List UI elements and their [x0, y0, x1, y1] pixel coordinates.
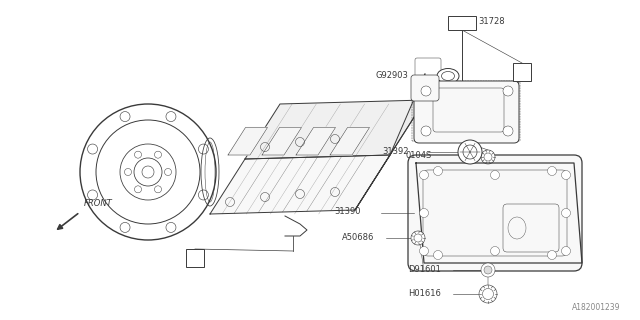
- Circle shape: [419, 246, 429, 255]
- FancyBboxPatch shape: [411, 75, 439, 101]
- Bar: [186, 249, 204, 267]
- Circle shape: [503, 126, 513, 136]
- Circle shape: [481, 150, 495, 164]
- Text: A50686: A50686: [342, 233, 374, 242]
- Polygon shape: [245, 100, 425, 159]
- Circle shape: [561, 209, 570, 218]
- Text: A: A: [191, 253, 198, 262]
- Circle shape: [503, 86, 513, 96]
- Circle shape: [561, 246, 570, 255]
- Circle shape: [490, 246, 499, 255]
- Circle shape: [411, 231, 425, 245]
- Polygon shape: [296, 127, 335, 155]
- Text: 31390: 31390: [334, 207, 360, 217]
- Text: H01616: H01616: [408, 289, 441, 298]
- Circle shape: [484, 266, 492, 274]
- Ellipse shape: [437, 68, 459, 84]
- Circle shape: [547, 251, 557, 260]
- Bar: [513, 63, 531, 81]
- Circle shape: [433, 251, 442, 260]
- Polygon shape: [355, 74, 425, 210]
- Circle shape: [458, 140, 482, 164]
- Circle shape: [479, 285, 497, 303]
- FancyBboxPatch shape: [408, 155, 582, 271]
- Ellipse shape: [442, 71, 454, 81]
- Circle shape: [433, 166, 442, 175]
- Circle shape: [481, 263, 495, 277]
- Circle shape: [419, 171, 429, 180]
- Polygon shape: [330, 127, 369, 155]
- Text: A: A: [519, 68, 525, 76]
- Circle shape: [421, 126, 431, 136]
- Text: A182001239: A182001239: [572, 303, 620, 312]
- Bar: [412, 81, 520, 141]
- Text: G92903: G92903: [376, 70, 409, 79]
- Circle shape: [561, 171, 570, 180]
- Polygon shape: [210, 155, 390, 214]
- Text: 0104S: 0104S: [406, 151, 432, 161]
- Bar: [448, 16, 476, 30]
- Polygon shape: [228, 127, 268, 155]
- Circle shape: [490, 171, 499, 180]
- Text: D91601: D91601: [408, 265, 441, 274]
- Circle shape: [421, 86, 431, 96]
- Polygon shape: [262, 127, 301, 155]
- Polygon shape: [416, 163, 582, 263]
- FancyBboxPatch shape: [414, 81, 519, 143]
- Circle shape: [547, 166, 557, 175]
- Text: 31392: 31392: [382, 147, 408, 156]
- Text: 31728: 31728: [478, 18, 504, 27]
- Text: FRONT: FRONT: [84, 199, 113, 209]
- Circle shape: [419, 209, 429, 218]
